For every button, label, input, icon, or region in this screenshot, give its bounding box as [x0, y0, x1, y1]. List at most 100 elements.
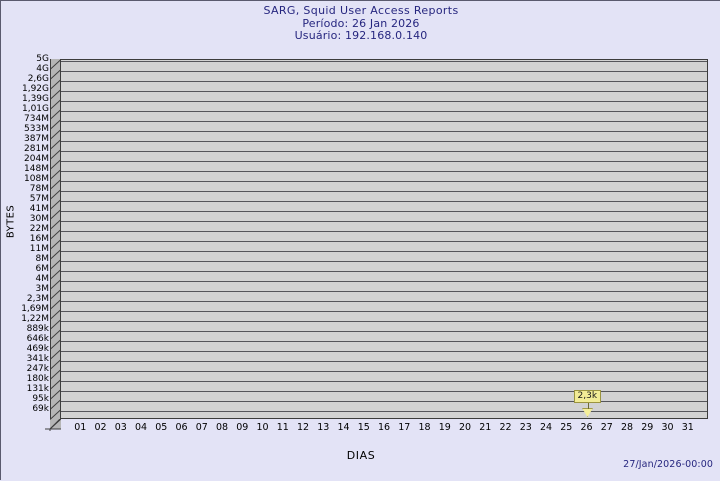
y-axis-tick-label: 148M [24, 163, 49, 174]
x-axis-tick-label: 29 [641, 422, 654, 433]
y-axis-tick-label: 131k [26, 383, 49, 394]
y-axis-tick-label: 180k [26, 373, 49, 384]
gridline [61, 210, 707, 212]
gridline [61, 270, 707, 272]
x-axis-tick-label: 06 [175, 422, 188, 433]
gridline [61, 260, 707, 262]
x-axis-tick-label: 15 [357, 422, 370, 433]
gridline [61, 70, 707, 72]
gridline [61, 380, 707, 382]
y-axis-tick-label: 1,01G [21, 103, 49, 114]
y-axis-tick-label: 16M [29, 233, 49, 244]
y-axis-tick-label: 108M [24, 173, 49, 184]
x-axis-tick-label: 21 [479, 422, 492, 433]
y-axis-tick-label: 3M [35, 283, 50, 294]
x-axis-tick-label: 18 [418, 422, 431, 433]
gridline [61, 360, 707, 362]
gridline [61, 90, 707, 92]
x-axis-tick-label: 05 [155, 422, 168, 433]
gridline [61, 280, 707, 282]
data-point-label: 2,3k [573, 390, 602, 403]
report-user: Usuário: 192.168.0.140 [294, 29, 428, 43]
y-axis-tick-label: 8M [35, 253, 50, 264]
y-axis-tick-label: 247k [26, 363, 49, 374]
gridline [61, 250, 707, 252]
x-axis-tick-label: 04 [134, 422, 148, 433]
gridline [61, 110, 707, 112]
x-axis-tick-label: 16 [377, 422, 391, 433]
x-axis-tick-labels: 01 02 03 04 05 06 07 08 09 10 11 12 13 14 15 16 17 18 19 20… [60, 422, 708, 438]
y-axis-tick-label: 41M [29, 203, 49, 214]
y-axis-tick-label: 204M [24, 153, 49, 164]
y-axis-tick-label: 533M [24, 123, 49, 134]
data-bar-marker [582, 408, 593, 417]
y-axis-tick-label: 69k [32, 403, 49, 414]
gridline [61, 400, 707, 402]
y-axis-tick-label: 1,92G [21, 83, 49, 94]
x-axis-tick-label: 23 [519, 422, 532, 433]
x-axis-tick-label: 19 [438, 422, 451, 433]
gridline [61, 130, 707, 132]
x-axis-tick-label: 02 [94, 422, 107, 433]
y-axis-tick-label: 5G [36, 53, 49, 64]
y-axis-tick-label: 57M [29, 193, 49, 204]
gridline [61, 410, 707, 412]
gridline [61, 390, 707, 392]
gridline [61, 170, 707, 172]
x-axis-tick-label: 09 [236, 422, 249, 433]
y-axis-tick-label: 30M [29, 213, 49, 224]
gridline [61, 100, 707, 102]
page-title: SARG, Squid User Access Reports [263, 4, 459, 17]
gridline [61, 320, 707, 322]
gridline [61, 300, 707, 302]
gridline [61, 60, 707, 62]
gridline [61, 240, 707, 242]
x-axis-tick-label: 14 [337, 422, 350, 433]
y-axis-tick-label: 4G [36, 63, 49, 74]
y-axis-tick-label: 341k [26, 353, 49, 364]
x-axis-tick-label: 08 [215, 422, 229, 433]
generated-timestamp: 27/Jan/2026-00:00 [623, 459, 713, 470]
x-axis-tick-label: 30 [661, 422, 674, 433]
x-axis-tick-label: 31 [681, 422, 694, 433]
data-label-stem [587, 402, 589, 409]
y-axis-tick-label: 734M [24, 113, 49, 124]
y-axis-tick-label: 889k [26, 323, 49, 334]
x-axis-tick-label: 11 [276, 422, 289, 433]
axis-origin-foot [45, 419, 61, 431]
x-axis-tick-label: 26 [580, 422, 593, 433]
y-axis-tick-label: 1,22M [21, 313, 49, 324]
y-axis-tick-label: 2,6G [27, 73, 49, 84]
gridline [61, 290, 707, 292]
y-axis-tick-label: 469k [26, 343, 49, 354]
gridline [61, 330, 707, 332]
chart-title-block: SARG, Squid User Access Reports Período:… [1, 4, 720, 43]
gridline [61, 230, 707, 232]
x-axis-title: DIAS [346, 449, 376, 462]
plot-area: 2,3k [60, 59, 708, 419]
x-axis-tick-label: 28 [620, 422, 634, 433]
x-axis-tick-label: 07 [195, 422, 208, 433]
y-axis-tick-label: 1,69M [21, 303, 49, 314]
y-axis-tick-labels: 5G 4G 2,6G 1,92G 1,39G 1,01G 734M 533M 387M 281M 2… [1, 1, 49, 481]
y-axis-tick-label: 78M [29, 183, 49, 194]
x-axis-tick-label: 25 [560, 422, 573, 433]
y-axis-tick-label: 387M [24, 133, 49, 144]
y-axis-tick-label: 2,3M [26, 293, 49, 304]
x-axis-tick-label: 13 [317, 422, 330, 433]
x-axis-tick-label: 24 [539, 422, 553, 433]
gridline [61, 350, 707, 352]
gridline [61, 140, 707, 142]
gridline [61, 150, 707, 152]
gridline [61, 200, 707, 202]
x-axis-tick-label: 12 [296, 422, 310, 433]
y-axis-tick-label: 4M [35, 273, 50, 284]
gridline [61, 120, 707, 122]
y-axis-tick-label: 22M [29, 223, 49, 234]
x-axis-tick-label: 01 [74, 422, 87, 433]
x-axis-tick-label: 22 [499, 422, 512, 433]
x-axis-tick-label: 27 [600, 422, 613, 433]
y-axis-tick-label: 281M [24, 143, 49, 154]
gridline [61, 80, 707, 82]
